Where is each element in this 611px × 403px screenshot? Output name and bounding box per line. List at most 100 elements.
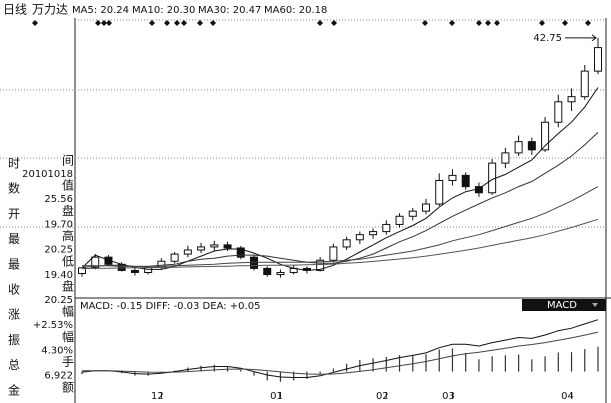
period: 日线 xyxy=(3,3,27,17)
x-tick-label: 12 xyxy=(151,391,164,402)
candle-body xyxy=(130,269,139,273)
info-value: 19.40 xyxy=(44,270,73,281)
info-value: 6,922 xyxy=(44,371,73,382)
info-label: 总 xyxy=(8,358,20,372)
info-label: 最 xyxy=(8,257,20,271)
indicator-line xyxy=(81,186,599,267)
candle-body xyxy=(104,256,113,265)
info-value: 20101018 xyxy=(22,169,73,180)
candle-body xyxy=(567,96,576,103)
candle-body xyxy=(342,239,351,248)
event-markers xyxy=(32,20,591,26)
max-price-arrow xyxy=(565,34,597,42)
ma-label: MA30: 20.47 xyxy=(198,5,261,16)
indicator-button-label[interactable]: MACD xyxy=(547,300,577,311)
candle-body xyxy=(422,203,430,212)
macd-header: MACD: -0.15 DIFF: -0.03 DEA: +0.05 xyxy=(80,301,260,312)
info-label: 开 xyxy=(8,207,20,221)
event-marker xyxy=(164,20,170,26)
info-label: 值 xyxy=(62,178,74,193)
info-label: 金 xyxy=(8,382,20,397)
ma-label: MA10: 20.30 xyxy=(132,5,195,16)
x-tick-label: 01 xyxy=(270,391,283,402)
event-marker xyxy=(331,20,337,26)
info-value: 4.30% xyxy=(41,345,73,356)
event-marker xyxy=(95,20,101,26)
candle-body xyxy=(223,244,232,249)
ma-label: MA60: 20.18 xyxy=(264,5,327,16)
candle-body xyxy=(395,215,404,225)
info-label: 幅 xyxy=(62,329,74,344)
info-value: +2.53% xyxy=(33,320,73,331)
candle-body xyxy=(91,256,100,268)
candle-body xyxy=(236,247,245,258)
candle-body xyxy=(580,70,589,98)
event-marker xyxy=(585,20,591,26)
info-label: 收 xyxy=(8,283,20,297)
info-label: 数 xyxy=(8,181,20,196)
candle-body xyxy=(527,141,536,151)
event-marker xyxy=(174,20,180,26)
indicator-line xyxy=(82,331,599,375)
candle-body xyxy=(316,259,325,271)
info-panel: 时间20101018数 值25.56开 盘19.70最 高20.25最 低19.40收盘… xyxy=(8,154,74,398)
info-label: 额 xyxy=(62,380,74,394)
candle-body xyxy=(329,246,338,261)
candle-body xyxy=(408,210,417,217)
event-marker xyxy=(181,20,187,26)
candle-body xyxy=(461,174,470,188)
event-marker xyxy=(562,20,568,26)
x-tick-label: 03 xyxy=(442,391,455,402)
info-label: 幅 xyxy=(62,304,74,319)
info-value: 20.25 xyxy=(44,245,73,256)
info-value: 19.70 xyxy=(44,219,73,230)
event-marker xyxy=(539,20,545,26)
x-tick-label: 04 xyxy=(561,391,574,402)
candle-body xyxy=(514,141,523,154)
indicator-line xyxy=(81,218,599,270)
info-label: 盘 xyxy=(62,203,74,218)
candle-body xyxy=(501,152,510,164)
event-marker xyxy=(101,20,107,26)
candle-body xyxy=(435,179,444,205)
candle-body xyxy=(541,121,550,151)
info-label: 振 xyxy=(8,333,20,347)
info-value: 25.56 xyxy=(44,194,73,205)
candle-body xyxy=(488,162,497,194)
event-marker xyxy=(210,20,216,26)
candle-body xyxy=(382,223,391,233)
info-label: 盘 xyxy=(62,279,74,294)
candle-body xyxy=(355,234,364,241)
indicator-button[interactable] xyxy=(522,299,606,311)
x-tick-label: 02 xyxy=(376,391,389,402)
info-label: 手 xyxy=(62,355,74,369)
info-label: 间 xyxy=(62,154,74,168)
indicator-line xyxy=(81,132,599,268)
info-value: 20.25 xyxy=(44,295,73,306)
info-label: 涨 xyxy=(8,307,20,322)
info-label: 低 xyxy=(62,254,74,268)
event-marker xyxy=(449,20,455,26)
candle-body xyxy=(369,231,378,236)
event-marker xyxy=(485,20,491,26)
event-marker xyxy=(422,20,428,26)
event-marker xyxy=(106,20,112,26)
dropdown-arrow[interactable] xyxy=(592,303,598,307)
info-label: 高 xyxy=(62,228,74,243)
candle-body xyxy=(448,174,457,181)
candle-body xyxy=(170,253,179,262)
event-marker xyxy=(197,20,203,26)
ma-label: MA5: 20.24 xyxy=(72,5,129,16)
info-label: 最 xyxy=(8,232,20,246)
candle-body xyxy=(183,249,192,255)
max-price-label: 42.75 xyxy=(533,33,562,44)
stock-name: 万力达 xyxy=(32,3,68,17)
event-marker xyxy=(476,20,482,26)
candle-body xyxy=(210,244,219,248)
event-marker xyxy=(32,20,38,26)
candle-body xyxy=(594,47,602,72)
info-label: 时 xyxy=(8,157,20,171)
